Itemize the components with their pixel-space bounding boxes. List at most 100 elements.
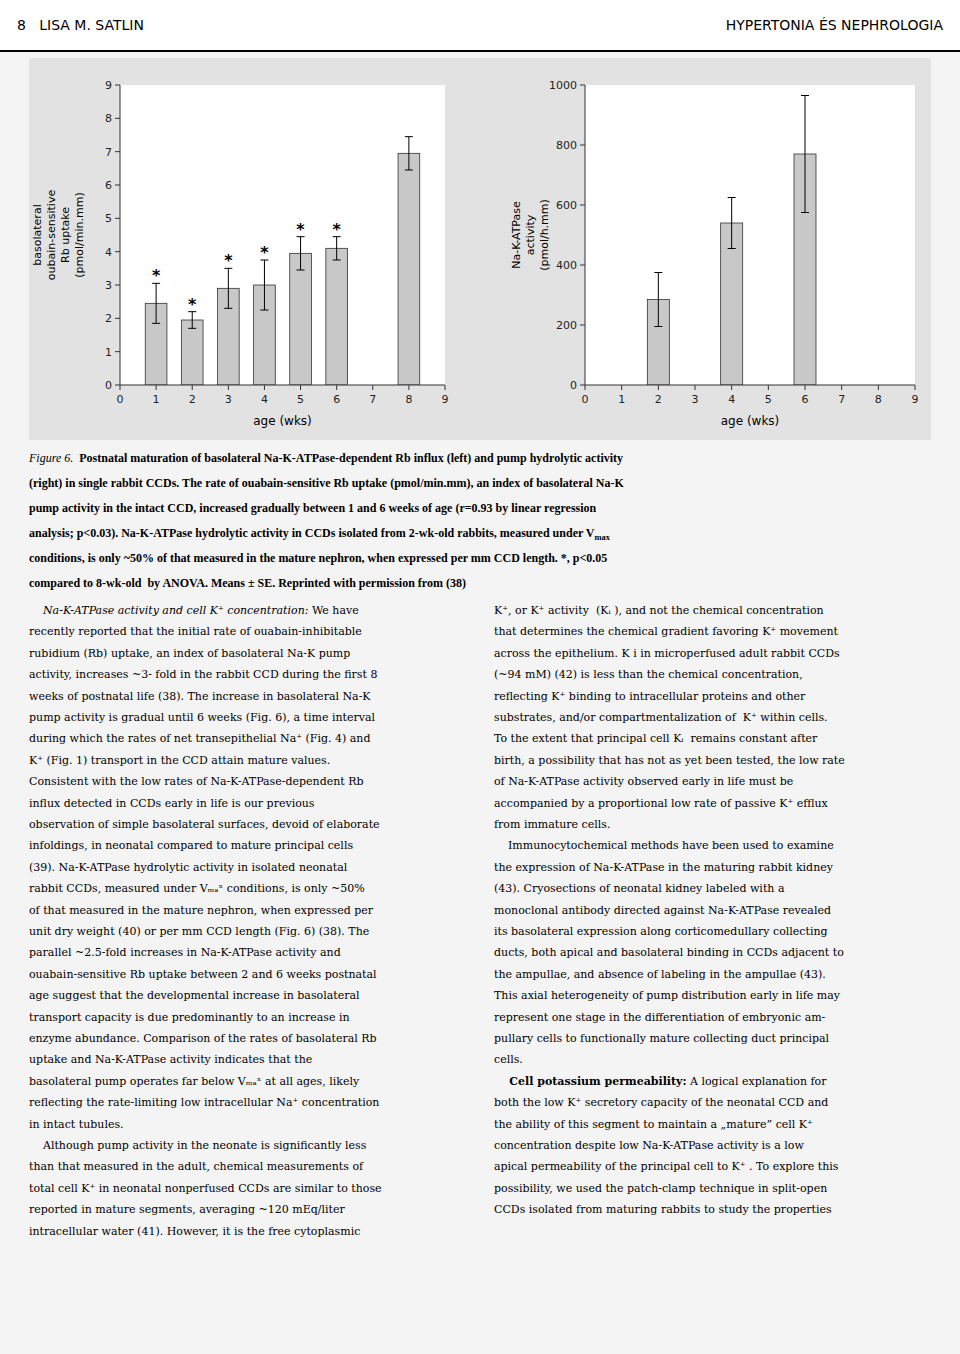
error-bar <box>152 283 160 323</box>
y-axis-label: basolateraloubain-sensitiveRb uptake(pmo… <box>31 190 86 281</box>
body-line: observation of simple basolateral surfac… <box>29 817 380 832</box>
x-tick-label: 6 <box>802 393 809 406</box>
y-tick-label: 5 <box>105 212 112 225</box>
body-line: in intact tubules. <box>29 1117 124 1132</box>
body-text: the expression of Na-K-ATPase in the mat… <box>494 861 833 874</box>
caption-text: pump activity in the intact CCD, increas… <box>29 501 596 515</box>
body-text: influx detected in CCDs early in life is… <box>29 797 315 810</box>
body-line: pump activity is gradual until 6 weeks (… <box>29 710 375 725</box>
y-tick <box>115 285 120 286</box>
error-bar <box>224 268 232 308</box>
y-tick-label: 600 <box>556 199 577 212</box>
y-tick-label: 0 <box>570 379 577 392</box>
body-text: represent one stage in the differentiati… <box>494 1011 825 1024</box>
body-text: basolateral pump operates far below Vₘₐˣ… <box>29 1075 359 1088</box>
body-line: apical permeability of the principal cel… <box>494 1159 838 1174</box>
body-text: possibility, we used the patch-clamp tec… <box>494 1182 827 1195</box>
body-line: intracellular water (41). However, it is… <box>29 1224 360 1239</box>
body-line: from immature cells. <box>494 817 610 832</box>
body-text: reflecting the rate-limiting low intrace… <box>29 1096 379 1109</box>
body-line: during which the rates of net transepith… <box>29 731 370 746</box>
body-line: (~94 mM) (42) is less than the chemical … <box>494 667 803 682</box>
body-text: apical permeability of the principal cel… <box>494 1160 838 1173</box>
body-text: rabbit CCDs, measured under Vₘₐˣ conditi… <box>29 882 365 895</box>
x-tick-label: 5 <box>765 393 772 406</box>
x-tick-label: 9 <box>912 393 919 406</box>
body-line: birth, a possibility that has not as yet… <box>494 753 845 768</box>
y-axis-label: Na-K-ATPaseactivity(pmol/h.mm) <box>510 199 551 271</box>
x-axis-label: age (wks) <box>253 414 312 428</box>
body-line: Cell potassium permeability: A logical e… <box>494 1074 827 1089</box>
body-text: unit dry weight (40) or per mm CCD lengt… <box>29 925 369 938</box>
body-line: Immunocytochemical methods have been use… <box>494 838 834 853</box>
caption-subscript: max <box>595 532 611 542</box>
body-text: across the epithelium. K i in microperfu… <box>494 647 840 660</box>
body-text: This axial heterogeneity of pump distrib… <box>494 989 840 1002</box>
x-tick-label: 3 <box>225 393 232 406</box>
error-bar <box>801 96 809 213</box>
body-text: Consistent with the low rates of Na-K-AT… <box>29 775 364 788</box>
body-text: pullary cells to functionally mature col… <box>494 1032 829 1045</box>
y-tick <box>115 185 120 186</box>
body-text: of Na-K-ATPase activity observed early i… <box>494 775 793 788</box>
body-line: ouabain-sensitive Rb uptake between 2 an… <box>29 967 377 982</box>
body-text: Immunocytochemical methods have been use… <box>494 839 834 852</box>
body-text: pump activity is gradual until 6 weeks (… <box>29 711 375 724</box>
x-tick-label: 5 <box>297 393 304 406</box>
x-axis-line <box>120 385 445 386</box>
y-tick <box>115 218 120 219</box>
y-axis-line <box>120 85 121 385</box>
body-line: activity, increases ~3- fold in the rabb… <box>29 667 377 682</box>
caption-text: conditions, is only ~50% of that measure… <box>29 551 607 565</box>
body-line: than that measured in the adult, chemica… <box>29 1159 363 1174</box>
chart: 012345678902004006008001000age (wks)Na-K… <box>510 79 919 428</box>
body-line: the ampullae, and absence of labeling in… <box>494 967 826 982</box>
body-line: Although pump activity in the neonate is… <box>29 1138 366 1153</box>
body-text: accompanied by a proportional low rate o… <box>494 797 828 810</box>
body-text: K⁺, or K⁺ activity (Kᵢ ), and not the ch… <box>494 604 824 617</box>
x-tick <box>156 385 157 390</box>
caption-line: conditions, is only ~50% of that measure… <box>29 550 607 566</box>
x-tick-label: 4 <box>261 393 268 406</box>
x-tick <box>120 385 121 390</box>
body-line: monoclonal antibody directed against Na-… <box>494 903 831 918</box>
body-line: uptake and Na-K-ATPase activity indicate… <box>29 1052 312 1067</box>
body-text: during which the rates of net transepith… <box>29 732 370 745</box>
body-text: ducts, both apical and basolateral bindi… <box>494 946 844 959</box>
caption-line: pump activity in the intact CCD, increas… <box>29 500 596 516</box>
body-text: rubidium (Rb) uptake, an index of basola… <box>29 647 350 660</box>
body-line: both the low K⁺ secretory capacity of th… <box>494 1095 828 1110</box>
marks <box>145 137 419 385</box>
x-tick-label: 2 <box>655 393 662 406</box>
x-tick-label: 1 <box>153 393 160 406</box>
header-right: HYPERTONIA ÉS NEPHROLOGIA <box>726 0 943 50</box>
x-tick <box>878 385 879 390</box>
x-axis-label: age (wks) <box>721 414 780 428</box>
y-tick <box>580 205 585 206</box>
y-tick <box>580 265 585 266</box>
body-text: reported in mature segments, averaging ~… <box>29 1203 345 1216</box>
x-tick-label: 4 <box>728 393 735 406</box>
y-tick-label: 3 <box>105 279 112 292</box>
body-line: rabbit CCDs, measured under Vₘₐˣ conditi… <box>29 881 365 896</box>
body-text: activity, increases ~3- fold in the rabb… <box>29 668 377 681</box>
plot-area <box>120 85 445 385</box>
body-line: enzyme abundance. Comparison of the rate… <box>29 1031 377 1046</box>
body-text: K⁺ (Fig. 1) transport in the CCD attain … <box>29 754 330 767</box>
bar <box>326 248 348 385</box>
body-text: concentration despite low Na-K-ATPase ac… <box>494 1139 804 1152</box>
annotation: * <box>332 220 341 239</box>
body-text: transport capacity is due predominantly … <box>29 1011 350 1024</box>
body-line: This axial heterogeneity of pump distrib… <box>494 988 840 1003</box>
bar <box>290 253 312 385</box>
x-tick <box>372 385 373 390</box>
body-text: enzyme abundance. Comparison of the rate… <box>29 1032 377 1045</box>
error-bar <box>260 260 268 310</box>
error-bar <box>297 237 305 270</box>
body-line: rubidium (Rb) uptake, an index of basola… <box>29 646 350 661</box>
body-text: from immature cells. <box>494 818 610 831</box>
y-tick-label: 1000 <box>549 79 577 92</box>
x-tick <box>621 385 622 390</box>
body-text: the ampullae, and absence of labeling in… <box>494 968 826 981</box>
body-line: across the epithelium. K i in microperfu… <box>494 646 840 661</box>
